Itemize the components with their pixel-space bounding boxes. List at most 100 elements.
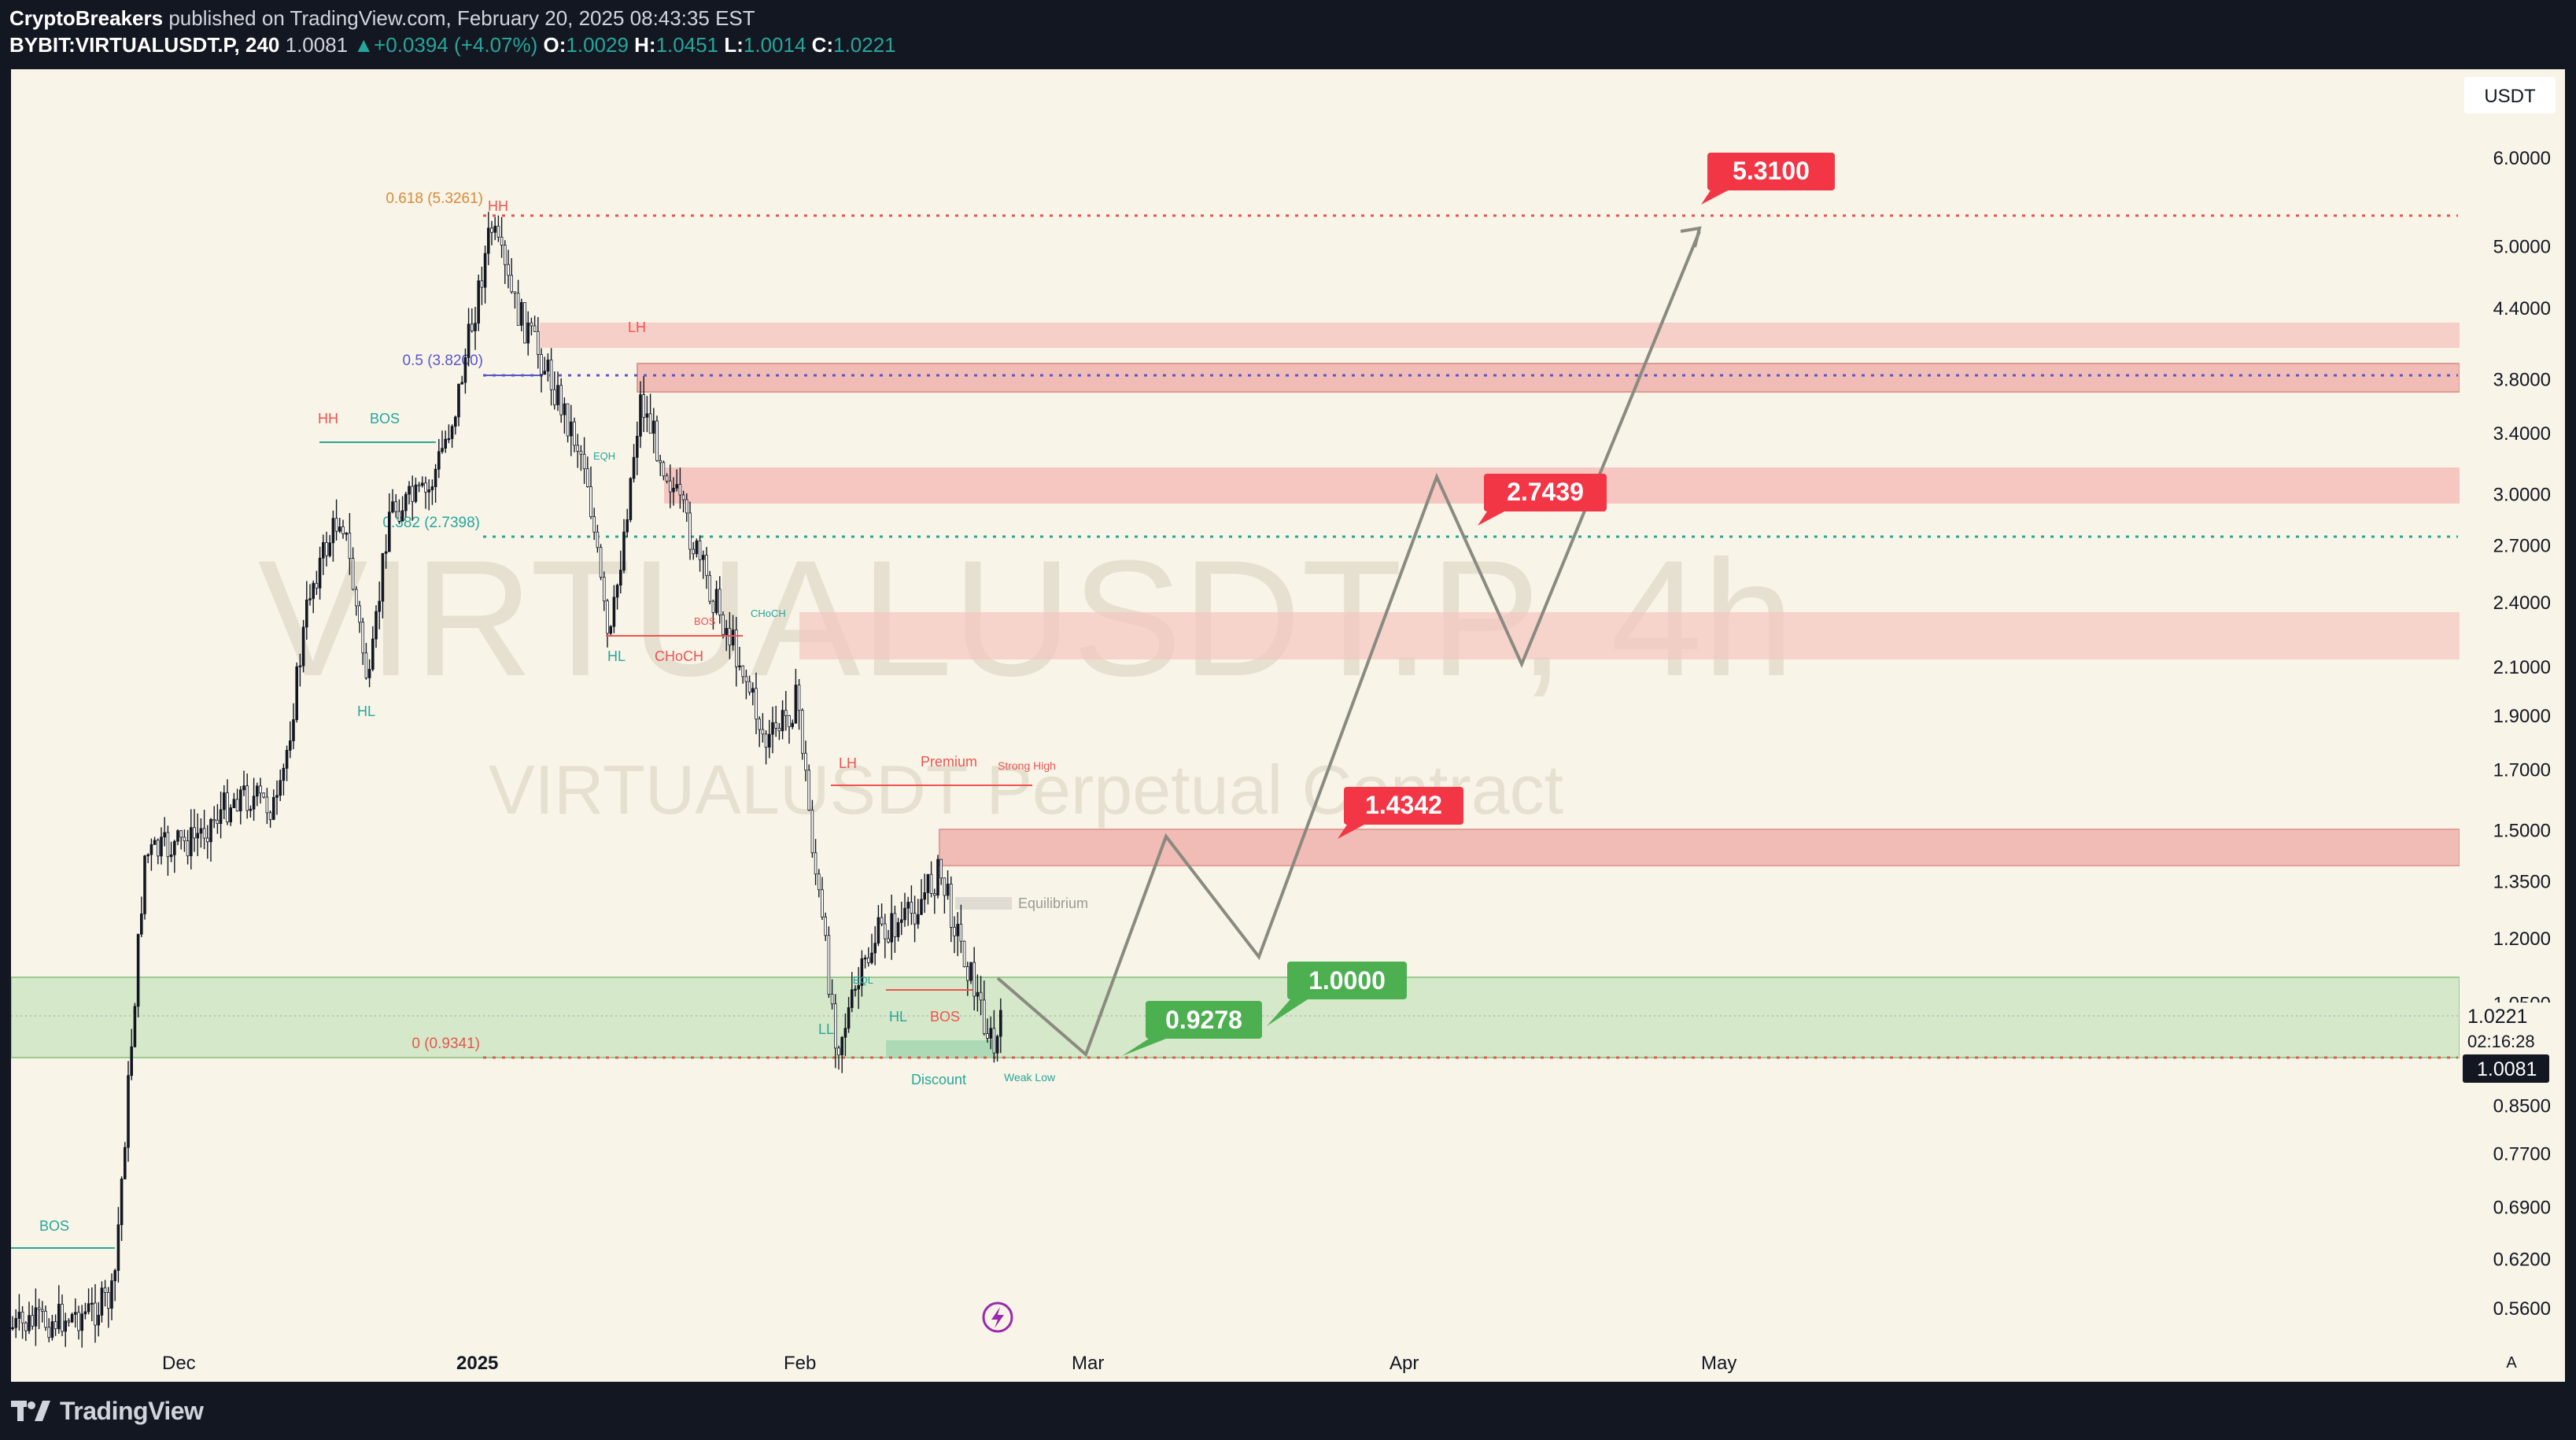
tradingview-logo[interactable]: TradingView <box>11 1393 204 1429</box>
target-label-2-74[interactable]: 2.7439 <box>1478 474 1607 526</box>
candle-body <box>186 840 190 857</box>
time-tick-dec: Dec <box>162 1353 196 1374</box>
auto-scale-button[interactable]: A <box>2506 1354 2517 1372</box>
price-tick-label: 0.8500 <box>2493 1096 2551 1117</box>
lightning-icon[interactable] <box>982 1302 1013 1333</box>
candle-body <box>672 487 675 493</box>
candle-body <box>698 540 702 560</box>
candle-body <box>41 1309 44 1312</box>
candle-body <box>972 962 976 997</box>
candle-body <box>642 394 645 418</box>
candle-body <box>533 325 537 332</box>
target-value-5-31: 5.3100 <box>1733 157 1810 185</box>
candle-body <box>315 582 319 589</box>
currency-selector[interactable] <box>2464 77 2556 113</box>
symbol-label[interactable]: BYBIT:VIRTUALUSDT.P, 240 <box>9 33 280 57</box>
candle-body <box>896 921 900 937</box>
label-hl-left: HL <box>357 703 375 719</box>
label-hl-mid: HL <box>607 648 626 664</box>
candle-body <box>797 685 801 711</box>
candle-body <box>94 1302 97 1326</box>
time-axis[interactable]: Dec 2025 Feb Mar Apr May A <box>162 1353 2517 1374</box>
candle-body <box>441 448 444 452</box>
candle-body <box>364 652 368 678</box>
candle-body <box>301 626 305 666</box>
countdown: 02:16:28 <box>2467 1032 2535 1051</box>
target-label-1-43[interactable]: 1.4342 <box>1338 787 1463 839</box>
candle-body <box>37 1307 41 1310</box>
candle-body <box>334 518 338 532</box>
candle-body <box>863 957 867 960</box>
candle-body <box>923 892 927 900</box>
projection-path <box>996 231 1701 1058</box>
label-lh-mid: LH <box>839 755 857 771</box>
candle-body <box>483 253 487 288</box>
candle-body <box>444 438 447 449</box>
candle-body <box>471 323 474 331</box>
candle-body <box>229 807 232 822</box>
candle-body <box>543 371 546 375</box>
candle-body <box>688 512 692 550</box>
chart-area[interactable]: VIRTUALUSDT.P, 4h VIRTUALUSDT Perpetual … <box>11 69 2565 1382</box>
candle-body <box>840 1036 844 1056</box>
candle-body <box>582 453 586 470</box>
chart-canvas[interactable]: VIRTUALUSDT.P, 4h VIRTUALUSDT Perpetual … <box>11 69 2565 1382</box>
candle-body <box>463 357 467 383</box>
candle-body <box>546 360 550 372</box>
candle-body <box>513 291 517 294</box>
candle-body <box>648 413 652 434</box>
candle-body <box>367 669 371 678</box>
candle-body <box>268 812 272 820</box>
candles-group <box>11 212 1002 1348</box>
candle-body <box>271 796 275 820</box>
candle-body <box>702 555 705 560</box>
price-tick-label: 1.5000 <box>2493 821 2551 842</box>
publish-info: CryptoBreakers published on TradingView.… <box>9 6 755 31</box>
candle-body <box>890 913 894 943</box>
candle-body <box>685 499 688 514</box>
candle-body <box>31 1315 34 1327</box>
candle-body <box>298 665 302 667</box>
candle-body <box>384 551 388 554</box>
candle-body <box>189 827 193 857</box>
target-label-5-31[interactable]: 5.3100 <box>1701 153 1835 205</box>
candle-body <box>731 630 735 646</box>
candle-body <box>24 1322 28 1331</box>
candle-body <box>953 927 956 936</box>
candle-body <box>14 1318 18 1328</box>
candle-body <box>460 382 463 385</box>
price-axis[interactable]: USDT 6.0000 5.0000 4.4000 3.8000 3.4000 3.000… <box>2460 69 2565 1382</box>
label-equilibrium: Equilibrium <box>1018 895 1088 911</box>
candle-body <box>576 445 579 452</box>
price-tick-label: 1.9000 <box>2493 706 2551 727</box>
candle-body <box>777 728 781 732</box>
candle-body <box>408 486 411 495</box>
target-label-1-00[interactable]: 1.0000 <box>1267 962 1407 1026</box>
target-label-0-93[interactable]: 0.9278 <box>1122 1001 1262 1056</box>
candle-body <box>804 752 807 771</box>
candle-body <box>90 1302 94 1305</box>
candle-body <box>873 943 877 954</box>
candle-body <box>172 840 176 855</box>
candle-body <box>139 913 143 935</box>
candle-body <box>265 796 269 814</box>
candle-body <box>325 542 328 556</box>
candle-body <box>77 1312 80 1331</box>
price-tick-label: 2.1000 <box>2493 657 2551 678</box>
price-tick-label: 1.7000 <box>2493 759 2551 781</box>
candle-body <box>103 1287 107 1293</box>
tradingview-logo-icon <box>11 1401 50 1421</box>
candle-body <box>708 574 711 602</box>
current-price-value: 1.0081 <box>2477 1058 2537 1080</box>
candle-body <box>222 792 226 810</box>
candle-body <box>774 722 777 729</box>
candle-body <box>110 1280 113 1309</box>
candle-body <box>807 770 810 810</box>
candle-body <box>751 688 755 693</box>
price-tick-label: 2.7000 <box>2493 535 2551 556</box>
candle-body <box>791 722 794 727</box>
up-arrow-icon: ▲ <box>353 33 375 57</box>
low-value: 1.0014 <box>743 33 806 57</box>
author-name[interactable]: CryptoBreakers <box>9 6 164 30</box>
candle-body <box>507 264 510 276</box>
